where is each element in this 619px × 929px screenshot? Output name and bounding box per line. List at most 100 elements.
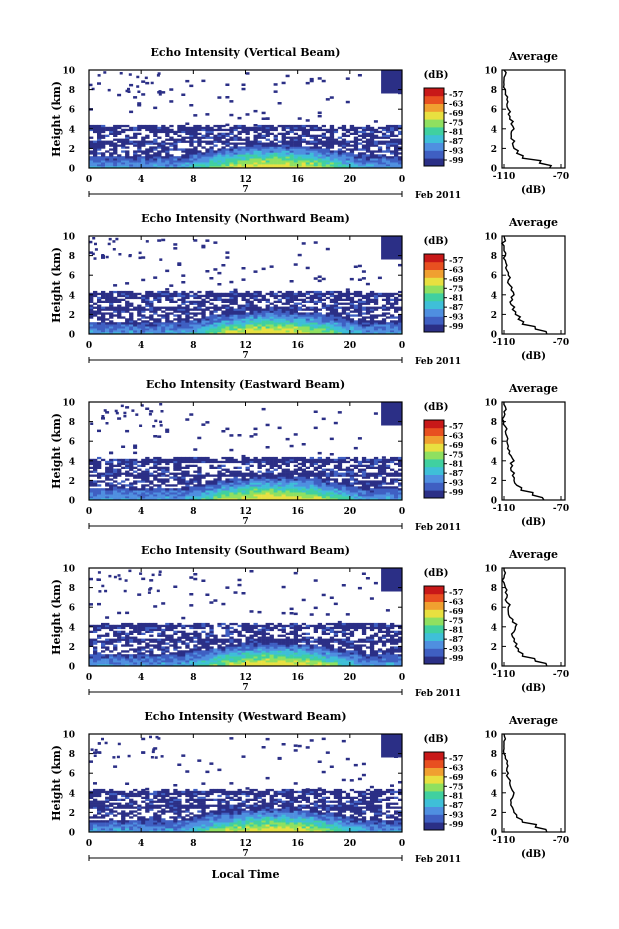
colorbar-swatch <box>424 316 444 325</box>
colorbar-label: -57 <box>449 255 463 265</box>
colorbar-label: -81 <box>449 127 463 137</box>
colorbar-label: -75 <box>449 117 463 127</box>
average-frame <box>501 235 566 335</box>
average-y-tick-label: 4 <box>491 291 497 301</box>
x-tick-label: 8 <box>190 673 196 683</box>
average-x-axis-label: (dB) <box>521 849 546 860</box>
average-y-tick-label: 6 <box>491 106 497 116</box>
x-tick-label: 12 <box>239 507 252 517</box>
date-month-label: Feb 2011 <box>415 357 461 367</box>
average-profile-panel: Average 0 2 4 6 8 10 -110 -70 (dB) <box>484 50 569 196</box>
y-tick-label: 4 <box>69 457 75 467</box>
colorbar-swatch <box>424 142 444 151</box>
x-tick-label: 0 <box>399 839 405 849</box>
colorbar-label: -81 <box>449 293 463 303</box>
average-x-tick-label: -70 <box>553 338 569 348</box>
average-y-tick-label: 4 <box>491 125 497 135</box>
colorbar-label: -87 <box>449 468 463 478</box>
average-x-axis-label: (dB) <box>521 517 546 528</box>
average-frame <box>501 733 566 833</box>
y-tick-label: 2 <box>69 145 75 155</box>
y-tick-label: 10 <box>62 67 75 77</box>
colorbar-swatch <box>424 490 444 499</box>
average-y-tick-label: 8 <box>491 750 497 760</box>
x-tick-label: 16 <box>291 175 304 185</box>
x-tick-label: 0 <box>399 175 405 185</box>
colorbar-label: -99 <box>449 155 464 165</box>
x-tick-label: 0 <box>399 507 405 517</box>
colorbar-swatch <box>424 759 444 768</box>
colorbar-swatch <box>424 791 444 800</box>
average-title: Average <box>508 382 558 395</box>
colorbar-swatch <box>424 158 444 167</box>
x-tick-label: 4 <box>138 507 144 517</box>
x-tick-label: 16 <box>291 507 304 517</box>
y-axis-label: Height (km) <box>50 745 63 821</box>
x-tick-label: 12 <box>239 341 252 351</box>
colorbar-label: -93 <box>449 312 464 322</box>
average-y-tick-label: 2 <box>491 477 497 487</box>
x-tick-label: 12 <box>239 673 252 683</box>
x-tick-label: 16 <box>291 673 304 683</box>
colorbar-swatch <box>424 103 444 112</box>
y-tick-label: 8 <box>69 86 75 96</box>
echo-heatmap <box>89 568 403 667</box>
date-day-label: 7 <box>242 849 248 859</box>
colorbar-frame <box>423 419 445 499</box>
colorbar-frame <box>423 585 445 665</box>
y-tick-label: 4 <box>69 789 75 799</box>
average-y-tick-label: 6 <box>491 272 497 282</box>
y-tick-label: 0 <box>69 165 75 175</box>
colorbar-label: -93 <box>449 478 464 488</box>
x-tick-label: 12 <box>239 839 252 849</box>
y-tick-label: 10 <box>62 233 75 243</box>
average-x-tick-label: -70 <box>553 836 569 846</box>
average-y-tick-label: 0 <box>491 165 497 175</box>
colorbar-swatch <box>424 767 444 776</box>
average-x-tick-label: -70 <box>553 504 569 514</box>
x-tick-label: 16 <box>291 839 304 849</box>
average-x-axis-label: (dB) <box>521 351 546 362</box>
colorbar-label: -87 <box>449 800 463 810</box>
colorbar-swatch <box>424 119 444 128</box>
colorbar-swatch <box>424 601 444 610</box>
colorbar-label: -99 <box>449 653 464 663</box>
y-tick-label: 2 <box>69 809 75 819</box>
y-tick-label: 6 <box>69 770 75 780</box>
panel-title: Echo Intensity (Eastward Beam) <box>146 378 345 391</box>
colorbar-frame <box>423 751 445 831</box>
y-tick-label: 4 <box>69 623 75 633</box>
average-y-tick-label: 6 <box>491 438 497 448</box>
x-tick-label: 0 <box>399 673 405 683</box>
colorbar-swatch <box>424 111 444 120</box>
echo-heatmap <box>89 402 403 501</box>
average-profile-line <box>501 567 548 667</box>
colorbar-label: -99 <box>449 321 464 331</box>
colorbar-frame <box>423 253 445 333</box>
colorbar-label: -75 <box>449 449 463 459</box>
x-tick-label: 0 <box>86 507 92 517</box>
colorbar-label: -75 <box>449 615 463 625</box>
colorbar-frame <box>423 87 445 167</box>
average-title: Average <box>508 548 558 561</box>
average-y-tick-label: 2 <box>491 311 497 321</box>
average-frame <box>501 69 566 169</box>
y-tick-label: 0 <box>69 829 75 839</box>
average-y-tick-label: 2 <box>491 809 497 819</box>
colorbar-label: -69 <box>449 108 464 118</box>
x-tick-label: 20 <box>344 839 357 849</box>
colorbar-swatch <box>424 617 444 626</box>
panel-vertical: Echo Intensity (Vertical Beam) 0 2 4 6 8 10 Hei… <box>50 46 569 201</box>
average-title: Average <box>508 216 558 229</box>
average-y-tick-label: 10 <box>484 233 497 243</box>
colorbar-label: -75 <box>449 781 463 791</box>
average-y-tick-label: 0 <box>491 497 497 507</box>
average-y-tick-label: 2 <box>491 643 497 653</box>
panel-eastward: Echo Intensity (Eastward Beam) 0 2 4 6 8 10 Hei… <box>50 378 569 533</box>
colorbar-label: -69 <box>449 274 464 284</box>
x-tick-label: 0 <box>399 341 405 351</box>
y-tick-label: 6 <box>69 604 75 614</box>
panel-title: Echo Intensity (Vertical Beam) <box>150 46 340 59</box>
date-day-label: 7 <box>242 185 248 195</box>
x-tick-label: 4 <box>138 673 144 683</box>
